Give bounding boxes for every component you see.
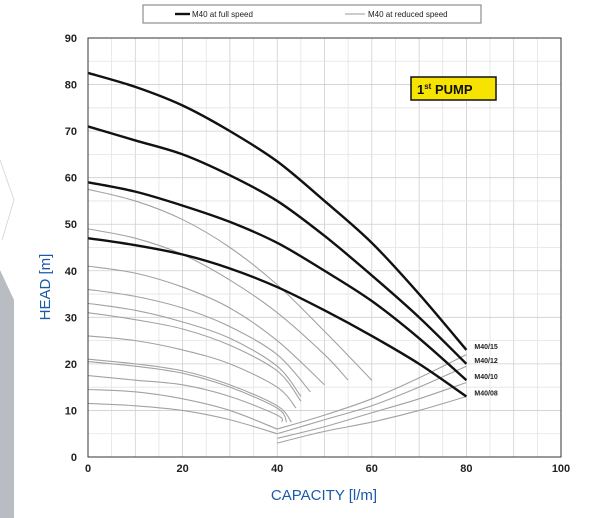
reduced-speed-curve <box>87 265 325 386</box>
pump-badge: 1st PUMP <box>410 76 497 101</box>
x-tick-label: 100 <box>552 463 570 475</box>
y-tick-label: 50 <box>65 219 77 231</box>
reduced-speed-curve <box>277 395 467 444</box>
plot-frame <box>87 37 562 458</box>
pump-badge-word: PUMP <box>431 82 473 97</box>
curve-label: M40/15 <box>474 344 497 351</box>
curve-label: M40/10 <box>474 374 497 381</box>
reduced-speed-curve <box>87 228 349 381</box>
reduced-speed-curve <box>87 358 292 423</box>
full-speed-curve <box>87 237 468 398</box>
reduced-speed-curve <box>87 361 288 423</box>
y-tick-label: 60 <box>65 173 77 185</box>
curve-label: M40/12 <box>474 358 497 365</box>
tick-labels: 0 20 40 60 80 100 0 10 20 30 40 50 60 70 80 90 <box>65 33 570 475</box>
reduced-speed-curve <box>87 388 278 430</box>
curves <box>87 71 468 444</box>
reduced-speed-curve <box>277 354 467 430</box>
x-tick-label: 80 <box>460 463 472 475</box>
y-tick-label: 70 <box>65 126 77 138</box>
y-tick-label: 20 <box>65 359 77 371</box>
y-tick-label: 0 <box>71 452 77 464</box>
reduced-speed-curve <box>87 335 297 409</box>
y-tick-label: 40 <box>65 266 77 278</box>
curve-labels: M40/15 M40/12 M40/10 M40/08 <box>474 344 497 398</box>
pump-badge-box <box>410 76 497 101</box>
legend-full-label: M40 at full speed <box>192 10 253 19</box>
pump-badge-number: 1 <box>417 82 424 97</box>
full-speed-curve <box>87 125 468 365</box>
reduced-speed-curve <box>87 374 284 423</box>
curve-label: M40/08 <box>474 390 497 397</box>
legend-box <box>142 4 482 24</box>
y-tick-label: 90 <box>65 33 77 45</box>
left-grey-band <box>0 270 14 518</box>
x-axis-title: CAPACITY [l/m] <box>271 487 377 504</box>
x-tick-label: 40 <box>271 463 283 475</box>
reduced-speed-curve <box>277 381 467 439</box>
reduced-speed-curve <box>87 402 278 435</box>
reduced-speed-curve <box>87 188 373 381</box>
pump-badge-sup: st <box>424 82 431 91</box>
pump-badge-text: 1st PUMP <box>417 82 473 97</box>
full-speed-curve <box>87 181 468 382</box>
x-tick-label: 60 <box>366 463 378 475</box>
x-tick-label: 20 <box>176 463 188 475</box>
legend-reduced-label: M40 at reduced speed <box>368 10 448 19</box>
x-tick-label: 0 <box>85 463 91 475</box>
left-decor-line <box>0 159 15 241</box>
y-tick-label: 80 <box>65 80 77 92</box>
reduced-speed-curve <box>87 312 302 402</box>
reduced-speed-curve <box>87 302 302 397</box>
full-speed-curve <box>87 71 468 351</box>
y-axis-title: HEAD [m] <box>37 254 54 321</box>
reduced-speed-curve <box>87 288 311 393</box>
y-tick-label: 10 <box>65 405 77 417</box>
y-tick-label: 30 <box>65 312 77 324</box>
legend: M40 at full speed M40 at reduced speed <box>142 4 482 24</box>
reduced-speed-curve <box>277 365 467 435</box>
